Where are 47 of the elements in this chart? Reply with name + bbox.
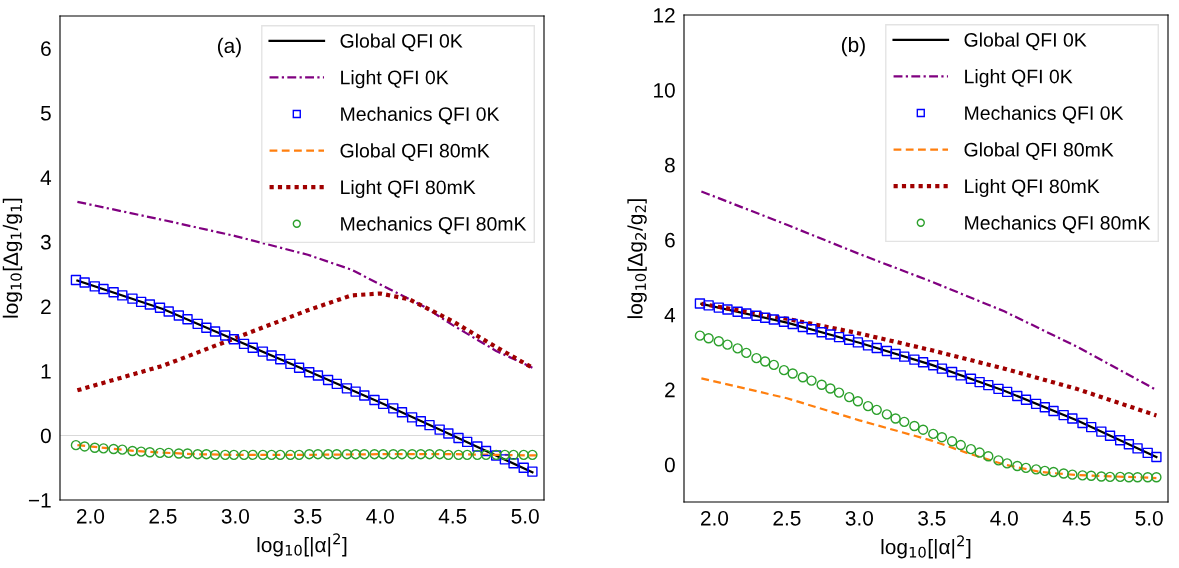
x-tick-label: 3.5 [918, 510, 946, 526]
legend-label: Light QFI 0K [341, 70, 449, 89]
y-tick-label: 3 [40, 234, 51, 250]
y-axis-title: log$_{10}$[Δg$_{1}$/g$_{1}$] [2, 198, 23, 318]
y-tick-label: 1 [41, 364, 51, 379]
y-axis-title: log$_{10}$[Δg$_{2}$/g$_{2}$] [627, 199, 647, 319]
x-tick-label: 4.5 [1062, 511, 1091, 526]
legend-label: Global QFI 0K [964, 32, 1087, 51]
y-tick-label: 2 [665, 382, 675, 398]
y-tick-label: 8 [664, 157, 675, 173]
x-tick-label: 3.0 [845, 510, 874, 526]
legend-label: Global QFI 80mK [964, 142, 1114, 161]
x-tick-label: 2.5 [773, 510, 801, 526]
x-tick-label: 3.0 [221, 508, 250, 524]
x-tick-label: 4.0 [990, 510, 1018, 526]
y-tick-label: 0 [40, 428, 51, 444]
y-tick-label: 5 [40, 106, 51, 121]
y-tick-label: 10 [654, 82, 675, 98]
x-tick-label: 5.0 [511, 508, 539, 524]
legend-label: Global QFI 80mK [340, 143, 490, 162]
x-tick-label: 2.0 [77, 508, 105, 524]
y-tick-label: −1 [28, 493, 51, 508]
y-tick-label: 12 [654, 8, 675, 23]
x-axis-title: log$_{10}$[|α|$^{2}$] [881, 535, 971, 559]
x-axis-title: log$_{10}$[|α|$^{2}$] [257, 533, 347, 557]
y-tick-label: 0 [664, 457, 675, 473]
legend-label: Mechanics QFI 0K [965, 105, 1124, 124]
legend-label: Mechanics QFI 80mK [341, 216, 527, 235]
x-tick-label: 2.0 [701, 510, 729, 526]
y-tick-label: 4 [664, 307, 676, 323]
annotation: (b) [841, 36, 865, 57]
y-tick-label: 2 [41, 299, 51, 314]
legend-label: Mechanics QFI 80mK [965, 215, 1151, 234]
y-tick-label: 6 [41, 41, 51, 57]
legend-label: Global QFI 0K [340, 33, 463, 52]
legend-label: Mechanics QFI 0K [341, 106, 500, 125]
x-tick-label: 5.0 [1135, 510, 1163, 526]
annotation: (a) [217, 37, 241, 58]
x-tick-label: 4.5 [438, 509, 467, 524]
legend-label: Light QFI 80mK [965, 178, 1100, 198]
x-tick-label: 3.5 [294, 508, 322, 524]
x-tick-label: 4.0 [366, 508, 394, 524]
y-tick-label: 6 [665, 232, 675, 248]
legend-label: Light QFI 0K [965, 69, 1073, 88]
legend-label: Light QFI 80mK [341, 179, 476, 199]
y-tick-label: 4 [40, 170, 52, 185]
x-tick-label: 2.5 [149, 508, 177, 524]
